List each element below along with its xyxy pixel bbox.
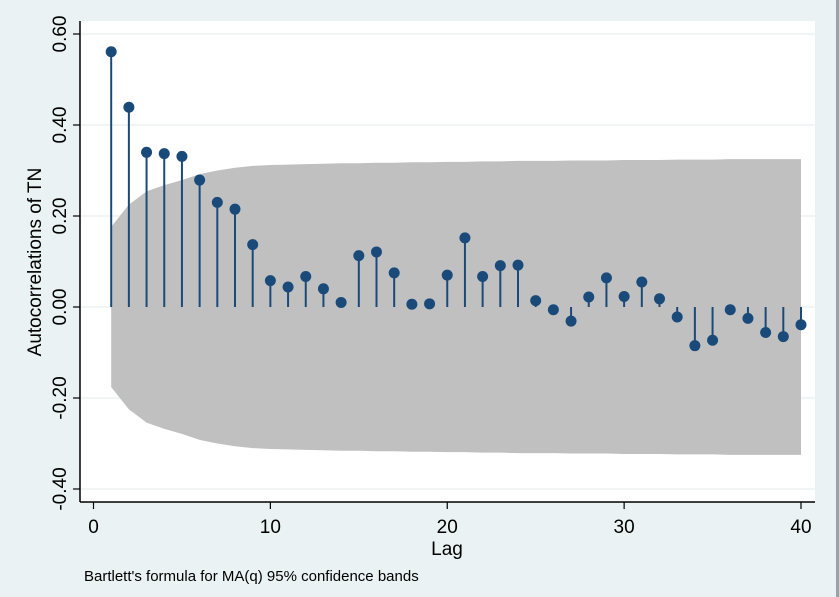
y-tick-label: 0.60 xyxy=(50,16,71,53)
x-tick-label: 20 xyxy=(437,517,458,538)
acf-point-lag-28 xyxy=(583,291,595,303)
acf-point-lag-20 xyxy=(441,269,453,281)
acf-point-lag-25 xyxy=(530,295,542,307)
window-border xyxy=(836,0,839,597)
y-tick-label: -0.40 xyxy=(50,467,71,510)
x-tick-label: 30 xyxy=(614,517,635,538)
acf-point-lag-3 xyxy=(141,146,153,158)
y-axis-ticks: -0.40 -0.20 0.00 0.20 0.40 0.60 xyxy=(50,16,80,511)
acf-point-lag-37 xyxy=(742,312,754,324)
acf-point-lag-32 xyxy=(654,293,665,305)
acf-point-lag-23 xyxy=(494,260,506,272)
acf-point-lag-40 xyxy=(795,319,807,331)
acf-point-lag-11 xyxy=(282,281,294,293)
acf-point-lag-33 xyxy=(671,311,683,323)
acf-point-lag-17 xyxy=(388,267,400,279)
acf-point-lag-30 xyxy=(618,291,630,303)
acf-point-lag-4 xyxy=(158,148,170,160)
acf-point-lag-31 xyxy=(636,276,648,288)
acf-point-lag-13 xyxy=(317,283,329,295)
y-tick-label: 0.40 xyxy=(50,107,71,144)
acf-point-lag-8 xyxy=(229,203,241,215)
acf-point-lag-2 xyxy=(123,101,135,113)
acf-point-lag-16 xyxy=(371,246,382,258)
acf-point-lag-6 xyxy=(194,174,206,186)
acf-point-lag-21 xyxy=(459,232,471,244)
acf-stems xyxy=(105,46,807,352)
x-axis-ticks: 0 10 20 30 40 xyxy=(88,502,812,538)
acf-point-lag-1 xyxy=(105,46,117,58)
x-axis-label: Lag xyxy=(431,539,463,560)
acf-point-lag-12 xyxy=(300,271,312,283)
x-tick-label: 40 xyxy=(790,517,811,538)
acf-point-lag-24 xyxy=(512,259,524,271)
acf-point-lag-5 xyxy=(176,150,188,162)
acf-point-lag-38 xyxy=(760,326,772,338)
acf-point-lag-36 xyxy=(724,304,736,316)
x-tick-label: 0 xyxy=(88,517,99,538)
acf-point-lag-29 xyxy=(600,272,612,284)
acf-point-lag-19 xyxy=(424,298,436,310)
acf-point-lag-27 xyxy=(565,315,577,327)
acf-point-lag-10 xyxy=(264,275,276,287)
confidence-band xyxy=(111,159,801,455)
x-tick-label: 10 xyxy=(260,517,281,538)
acf-point-lag-9 xyxy=(247,239,259,251)
acf-point-lag-22 xyxy=(477,271,489,283)
acf-point-lag-39 xyxy=(777,331,789,343)
y-tick-label: -0.20 xyxy=(50,376,71,419)
acf-point-lag-7 xyxy=(211,196,223,208)
acf-point-lag-14 xyxy=(335,296,347,308)
chart-note: Bartlett's formula for MA(q) 95% confide… xyxy=(84,568,419,585)
acf-point-lag-34 xyxy=(689,340,701,352)
acf-point-lag-18 xyxy=(406,298,418,310)
y-tick-label: 0.00 xyxy=(50,289,71,326)
acf-point-lag-26 xyxy=(547,304,559,316)
acf-point-lag-15 xyxy=(353,250,365,262)
y-axis-label: Autocorrelations of TN xyxy=(25,168,46,357)
acf-point-lag-35 xyxy=(707,334,719,346)
y-tick-label: 0.20 xyxy=(50,198,71,235)
